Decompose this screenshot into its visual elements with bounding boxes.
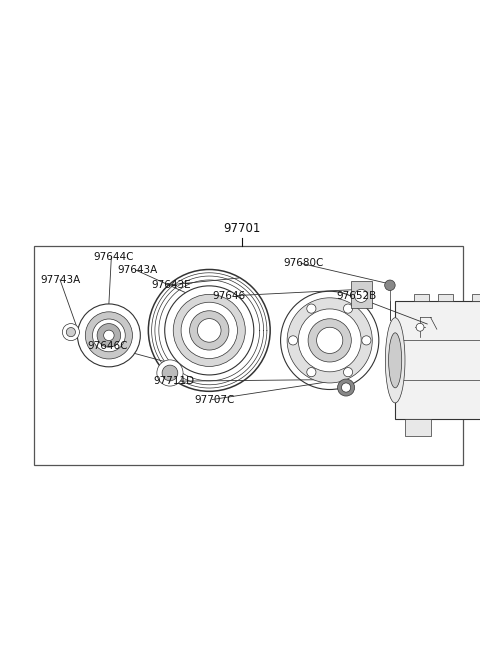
Ellipse shape	[355, 290, 368, 303]
Ellipse shape	[341, 383, 351, 392]
Bar	[405, 419, 431, 436]
Ellipse shape	[344, 367, 353, 377]
Text: 97646: 97646	[212, 291, 245, 301]
Text: 97643A: 97643A	[118, 265, 158, 275]
Bar	[34, 246, 463, 465]
Ellipse shape	[337, 379, 355, 396]
Ellipse shape	[416, 324, 424, 331]
Ellipse shape	[389, 333, 402, 388]
Text: 97680C: 97680C	[283, 258, 324, 269]
Ellipse shape	[190, 310, 229, 350]
Ellipse shape	[298, 309, 361, 372]
Ellipse shape	[181, 302, 238, 358]
Ellipse shape	[308, 319, 351, 362]
Ellipse shape	[317, 328, 343, 354]
Ellipse shape	[385, 318, 405, 403]
Text: 97711D: 97711D	[154, 376, 195, 386]
Ellipse shape	[344, 304, 353, 313]
Ellipse shape	[173, 294, 245, 366]
Text: 97701: 97701	[224, 222, 261, 235]
Bar	[472, 293, 480, 301]
Text: 97652B: 97652B	[336, 291, 376, 301]
Ellipse shape	[307, 304, 316, 313]
Text: 97643E: 97643E	[151, 280, 191, 290]
Ellipse shape	[148, 269, 270, 391]
Ellipse shape	[384, 280, 395, 291]
Bar	[395, 301, 480, 419]
Ellipse shape	[62, 324, 79, 341]
Ellipse shape	[157, 360, 183, 386]
Ellipse shape	[77, 304, 140, 367]
Ellipse shape	[287, 298, 372, 383]
Text: 97646C: 97646C	[87, 341, 128, 351]
Bar	[414, 293, 429, 301]
Ellipse shape	[197, 318, 221, 342]
Ellipse shape	[288, 336, 298, 345]
Text: 97743A: 97743A	[41, 274, 81, 285]
Ellipse shape	[362, 336, 371, 345]
Ellipse shape	[165, 286, 254, 375]
FancyBboxPatch shape	[351, 282, 372, 308]
Ellipse shape	[162, 365, 178, 381]
Ellipse shape	[104, 330, 114, 341]
Ellipse shape	[307, 367, 316, 377]
Text: 97644C: 97644C	[94, 252, 134, 262]
Ellipse shape	[93, 319, 125, 352]
Ellipse shape	[66, 328, 75, 337]
Text: 97707C: 97707C	[194, 394, 235, 405]
Ellipse shape	[281, 291, 379, 390]
Ellipse shape	[97, 324, 120, 347]
Bar	[438, 293, 453, 301]
Ellipse shape	[85, 312, 132, 359]
